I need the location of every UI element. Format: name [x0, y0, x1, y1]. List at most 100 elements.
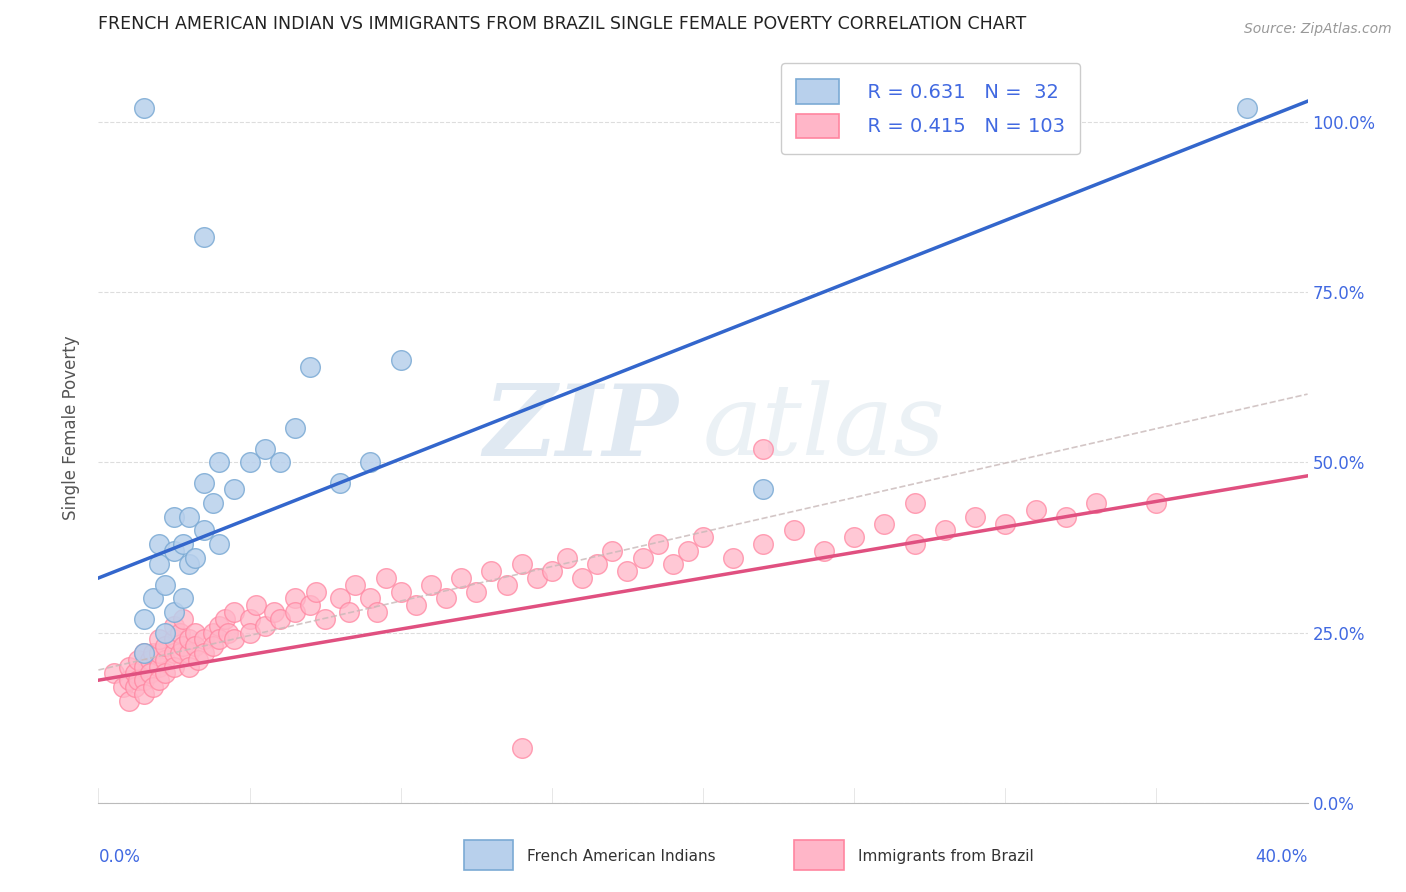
Point	[329, 591, 352, 606]
Point	[208, 632, 231, 647]
Point	[142, 646, 165, 660]
Point	[269, 612, 291, 626]
Point	[193, 646, 215, 660]
Point	[752, 483, 775, 497]
Point	[661, 558, 683, 572]
Text: Source: ZipAtlas.com: Source: ZipAtlas.com	[1244, 22, 1392, 37]
Point	[1085, 496, 1108, 510]
Point	[124, 680, 146, 694]
Point	[208, 455, 231, 469]
Text: Immigrants from Brazil: Immigrants from Brazil	[858, 849, 1033, 863]
Point	[184, 639, 207, 653]
Point	[465, 584, 488, 599]
Point	[904, 496, 927, 510]
Point	[692, 530, 714, 544]
Point	[752, 442, 775, 456]
Point	[148, 673, 170, 688]
Point	[314, 612, 336, 626]
Point	[540, 564, 562, 578]
Point	[127, 653, 149, 667]
Point	[389, 353, 412, 368]
Point	[111, 680, 134, 694]
Point	[450, 571, 472, 585]
Point	[752, 537, 775, 551]
Point	[153, 666, 176, 681]
Point	[420, 578, 443, 592]
Point	[1024, 503, 1046, 517]
Point	[202, 639, 225, 653]
Point	[224, 605, 246, 619]
Point	[253, 442, 276, 456]
Point	[153, 578, 176, 592]
Point	[132, 612, 155, 626]
Point	[148, 646, 170, 660]
Point	[148, 537, 170, 551]
Point	[187, 653, 209, 667]
Point	[163, 509, 186, 524]
Point	[405, 599, 427, 613]
Text: FRENCH AMERICAN INDIAN VS IMMIGRANTS FROM BRAZIL SINGLE FEMALE POVERTY CORRELATI: FRENCH AMERICAN INDIAN VS IMMIGRANTS FRO…	[98, 14, 1026, 32]
Point	[647, 537, 669, 551]
Point	[124, 666, 146, 681]
Point	[602, 543, 624, 558]
Point	[269, 455, 291, 469]
Point	[631, 550, 654, 565]
Point	[132, 646, 155, 660]
Point	[994, 516, 1017, 531]
Point	[118, 693, 141, 707]
Point	[179, 632, 201, 647]
Point	[179, 509, 201, 524]
Point	[616, 564, 638, 578]
Point	[193, 230, 215, 244]
Point	[184, 550, 207, 565]
Point	[169, 646, 191, 660]
Text: atlas: atlas	[703, 381, 946, 475]
Point	[184, 625, 207, 640]
Point	[526, 571, 548, 585]
Text: French American Indians: French American Indians	[527, 849, 716, 863]
Point	[434, 591, 457, 606]
Point	[360, 455, 382, 469]
Point	[193, 475, 215, 490]
Point	[934, 524, 956, 538]
Point	[337, 605, 360, 619]
Point	[224, 632, 246, 647]
Point	[132, 687, 155, 701]
Point	[153, 625, 176, 640]
Point	[284, 421, 307, 435]
Point	[344, 578, 367, 592]
Point	[495, 578, 517, 592]
Point	[163, 646, 186, 660]
Point	[163, 605, 186, 619]
Point	[202, 625, 225, 640]
Point	[366, 605, 388, 619]
Point	[127, 673, 149, 688]
Point	[555, 550, 578, 565]
Point	[284, 591, 307, 606]
Point	[214, 612, 236, 626]
Point	[329, 475, 352, 490]
Point	[239, 612, 262, 626]
Point	[253, 618, 276, 632]
Text: 0.0%: 0.0%	[98, 847, 141, 866]
Point	[193, 632, 215, 647]
Point	[813, 543, 835, 558]
Point	[510, 741, 533, 756]
Point	[142, 591, 165, 606]
Point	[132, 646, 155, 660]
Point	[571, 571, 593, 585]
Point	[172, 639, 194, 653]
Point	[172, 537, 194, 551]
Point	[163, 543, 186, 558]
Point	[389, 584, 412, 599]
Point	[202, 496, 225, 510]
Point	[239, 625, 262, 640]
Point	[217, 625, 239, 640]
Point	[299, 359, 322, 374]
Point	[163, 632, 186, 647]
Point	[873, 516, 896, 531]
Point	[179, 659, 201, 673]
Point	[239, 455, 262, 469]
Point	[163, 618, 186, 632]
Point	[1236, 101, 1258, 115]
